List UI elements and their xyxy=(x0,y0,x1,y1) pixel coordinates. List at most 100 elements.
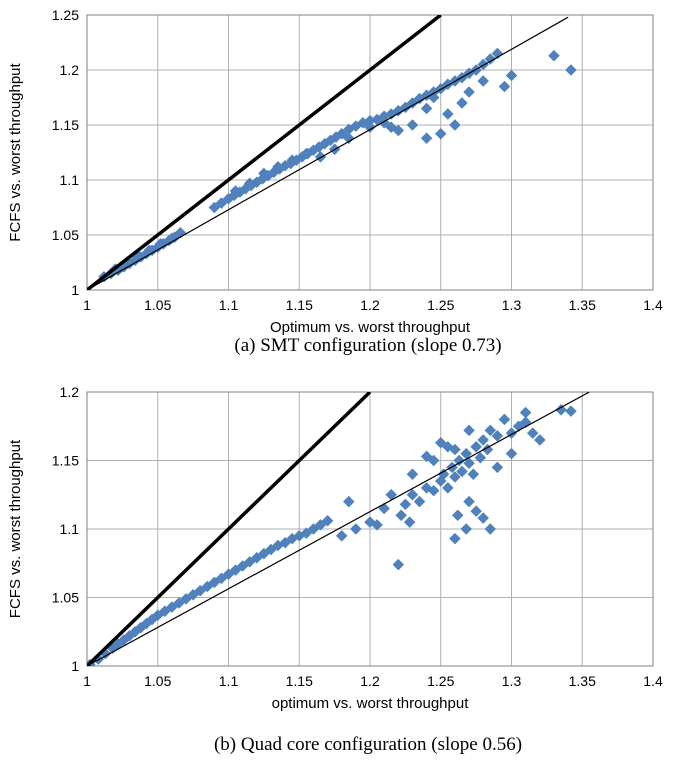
data-point xyxy=(335,127,348,140)
data-point xyxy=(406,468,419,481)
data-point xyxy=(548,49,560,62)
identity-line xyxy=(87,15,442,290)
data-point xyxy=(477,75,490,87)
fit-line xyxy=(87,16,569,290)
data-point xyxy=(420,450,433,463)
data-point xyxy=(498,80,511,93)
y-tick-label: 1 xyxy=(71,658,79,674)
fit-line xyxy=(87,392,590,666)
data-point xyxy=(434,127,447,140)
data-point xyxy=(477,512,490,524)
data-point xyxy=(477,434,490,446)
x-tick-label: 1.1 xyxy=(219,673,239,689)
data-point xyxy=(467,468,480,481)
data-point xyxy=(395,509,407,522)
y-tick-label: 1 xyxy=(71,282,79,298)
data-point xyxy=(321,514,334,527)
data-point xyxy=(451,509,464,522)
data-point xyxy=(474,451,487,464)
data-point xyxy=(406,119,419,131)
x-tick-label: 1.2 xyxy=(360,297,380,313)
y-tick-label: 1.15 xyxy=(52,117,79,133)
data-point xyxy=(470,440,482,453)
y-tick-label: 1.25 xyxy=(52,7,79,23)
data-point xyxy=(484,53,497,65)
x-axis-label: Optimum vs. worst throughput xyxy=(270,319,471,336)
data-point xyxy=(505,447,518,460)
x-tick-label: 1.05 xyxy=(144,673,171,689)
data-point xyxy=(498,413,511,426)
data-point xyxy=(481,443,494,456)
data-point xyxy=(565,64,577,76)
chart-smt: 1 1.05 1.1 1.15 1.2 1.25 1.3 1.35 1.4 1 1.05 1.1 1.1… xyxy=(7,7,663,336)
x-tick-label: 1.35 xyxy=(569,297,596,313)
x-tick-label: 1.05 xyxy=(144,297,171,313)
x-tick-label: 1.4 xyxy=(643,673,663,689)
data-point xyxy=(491,429,504,442)
data-point xyxy=(300,147,313,160)
y-tick-label: 1.1 xyxy=(60,521,80,537)
data-point xyxy=(229,185,242,197)
caption-smt: (a) SMT configuration (slope 0.73) xyxy=(234,335,501,356)
plot-frame xyxy=(86,14,654,291)
data-point xyxy=(555,403,567,416)
data-point xyxy=(505,69,518,82)
data-point xyxy=(399,101,412,114)
data-point xyxy=(371,519,383,531)
data-point xyxy=(215,197,228,209)
data-point xyxy=(342,495,355,508)
x-tick-label: 1 xyxy=(83,297,91,313)
data-point xyxy=(349,523,362,535)
x-tick-label: 1.3 xyxy=(502,673,522,689)
y-tick-label: 1.05 xyxy=(52,590,79,606)
x-tick-label: 1.1 xyxy=(219,297,239,313)
x-tick-label: 1.25 xyxy=(427,297,454,313)
data-point xyxy=(413,495,426,508)
x-tick-label: 1.2 xyxy=(360,673,380,689)
data-point xyxy=(453,454,465,467)
data-point xyxy=(463,424,475,437)
data-point xyxy=(484,523,497,535)
y-axis-label: FCFS vs. worst throughput xyxy=(7,439,24,618)
data-point xyxy=(463,457,475,470)
data-point xyxy=(441,108,454,120)
x-tick-label: 1.3 xyxy=(502,297,522,313)
caption-quad-core: (b) Quad core configuration (slope 0.56) xyxy=(214,734,522,755)
y-tick-label: 1.2 xyxy=(60,62,80,78)
data-point xyxy=(420,132,433,145)
data-point xyxy=(399,498,412,511)
y-tick-label: 1.1 xyxy=(60,172,80,188)
data-point xyxy=(314,151,327,163)
chart-quad-core: 1 1.05 1.1 1.15 1.2 1.25 1.3 1.35 1.4 1 1.05 1.1 1.1… xyxy=(7,384,663,712)
data-point xyxy=(392,558,405,571)
x-axis-label: optimum vs. worst throughput xyxy=(272,695,470,712)
x-tick-label: 1.15 xyxy=(286,297,313,313)
data-point xyxy=(470,505,482,518)
x-tick-label: 1.25 xyxy=(427,673,454,689)
y-tick-label: 1.05 xyxy=(52,227,79,243)
data-point xyxy=(406,488,419,501)
data-point xyxy=(565,405,577,418)
identity-line xyxy=(87,392,372,666)
data-point xyxy=(385,121,398,134)
data-point xyxy=(420,102,433,115)
y-axis-label: FCFS vs. worst throughput xyxy=(7,62,24,241)
data-point xyxy=(456,465,468,478)
data-point xyxy=(437,468,450,481)
data-point xyxy=(243,177,256,190)
data-point xyxy=(258,167,270,180)
y-tick-label: 1.15 xyxy=(52,453,79,469)
data-point xyxy=(526,427,539,439)
x-tick-label: 1.35 xyxy=(569,673,596,689)
data-point xyxy=(364,121,376,134)
data-point xyxy=(456,97,468,109)
x-tick-label: 1.4 xyxy=(643,297,663,313)
data-point xyxy=(406,97,419,109)
data-point xyxy=(427,484,440,497)
x-tick-label: 1 xyxy=(83,673,91,689)
y-tick-label: 1.2 xyxy=(60,384,80,400)
data-point xyxy=(434,436,447,449)
data-point xyxy=(463,86,475,98)
data-point xyxy=(491,461,504,474)
